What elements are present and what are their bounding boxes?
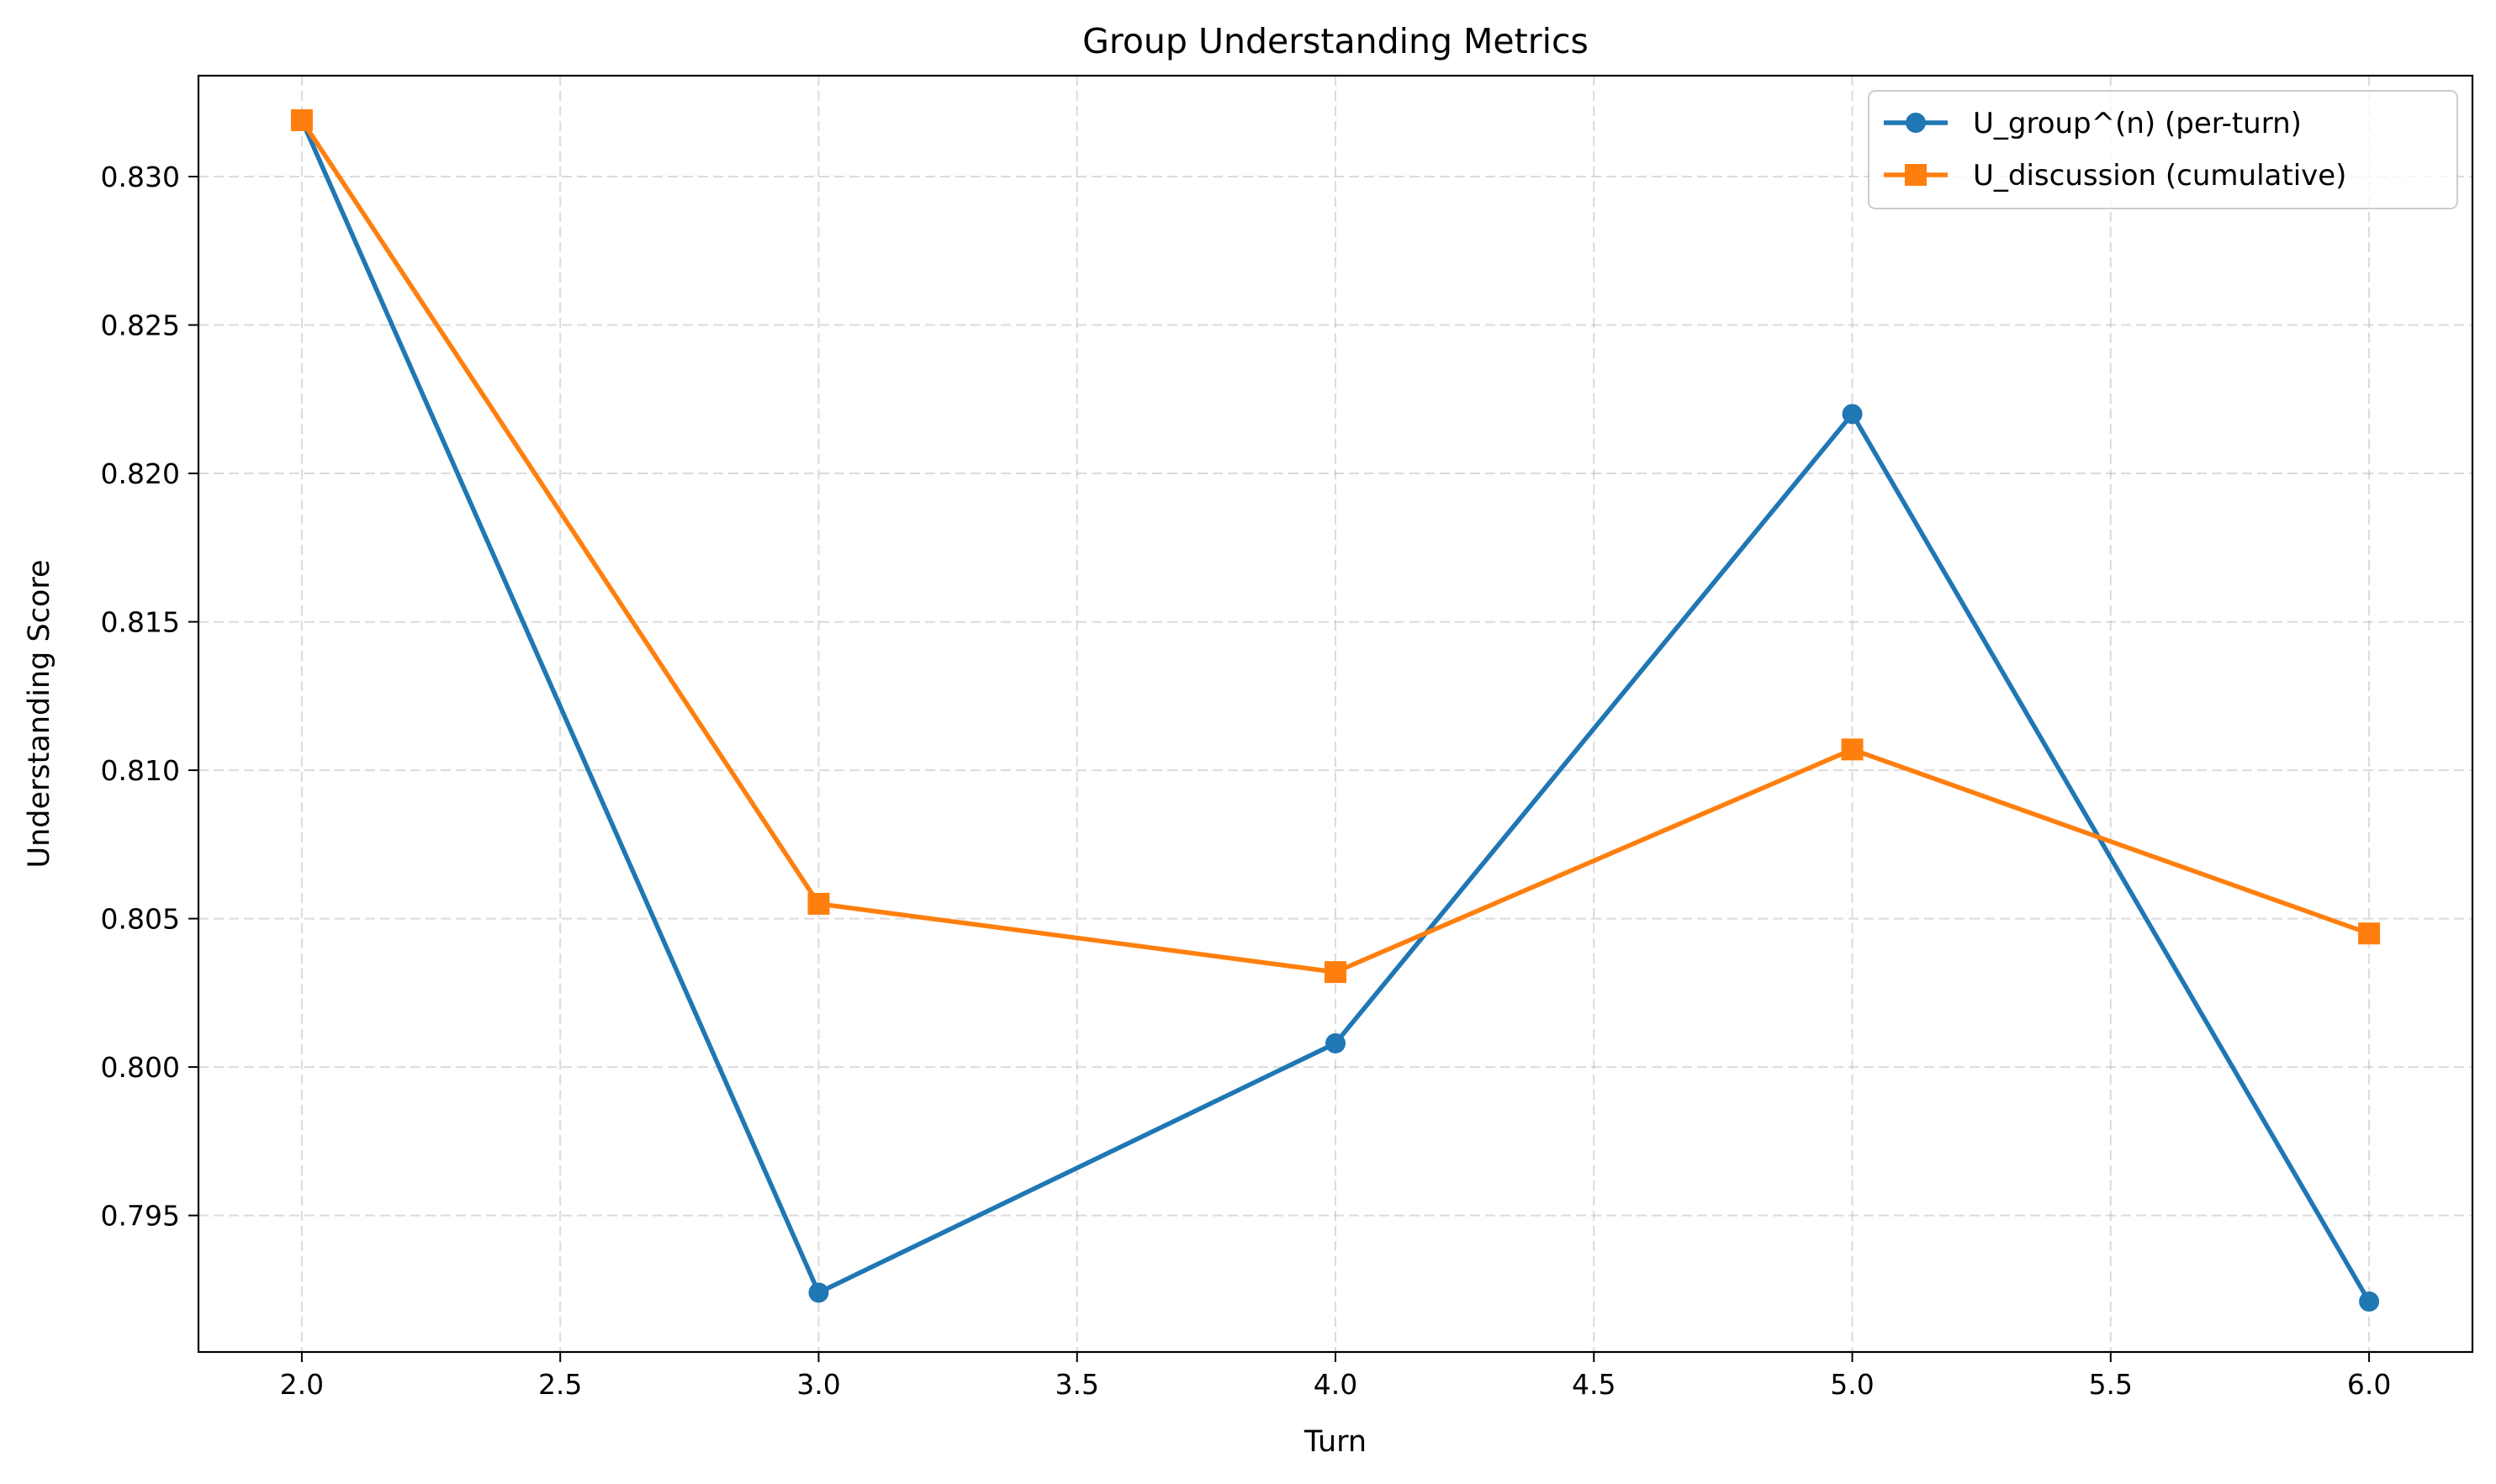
data-point [2359, 1291, 2380, 1312]
data-point [808, 1282, 829, 1303]
x-tick-label: 2.5 [538, 1368, 582, 1401]
y-tick-label: 0.820 [101, 457, 180, 490]
x-tick-label: 5.0 [1830, 1368, 1874, 1401]
y-tick-label: 0.800 [101, 1051, 180, 1084]
legend: U_group^(n) (per-turn) U_discussion (cumu… [1868, 90, 2458, 209]
x-tick-label: 6.0 [2347, 1368, 2391, 1401]
chart-title: Group Understanding Metrics [1082, 21, 1589, 61]
plot-background [198, 76, 2472, 1352]
y-tick-label: 0.830 [101, 161, 180, 193]
x-tick-label: 4.5 [1572, 1368, 1616, 1401]
data-point [2358, 922, 2381, 945]
x-tick-label: 5.5 [2089, 1368, 2133, 1401]
data-point [290, 108, 313, 131]
legend-frame [1868, 90, 2458, 209]
x-axis-label: Turn [1304, 1425, 1367, 1459]
x-tick-label: 4.0 [1314, 1368, 1357, 1401]
y-tick-label: 0.805 [101, 903, 180, 936]
data-point [807, 892, 830, 915]
y-tick-label: 0.810 [101, 754, 180, 787]
legend-swatch-marker [1906, 113, 1926, 133]
y-tick-label: 0.825 [101, 309, 180, 342]
plot-frame [197, 74, 2474, 1354]
x-tick-label: 3.5 [1055, 1368, 1098, 1401]
data-series [290, 108, 2381, 1312]
legend-label: U_group^(n) (per-turn) [1973, 107, 2302, 140]
data-point [1325, 961, 1346, 984]
x-tick-label: 3.0 [796, 1368, 840, 1401]
data-point [1842, 404, 1863, 425]
data-point [1841, 738, 1864, 761]
data-point [1325, 1032, 1346, 1054]
series-2 [290, 108, 2381, 984]
axis-ticks: 2.0 2.5 3.0 3.5 4.0 4.5 5.0 5.5 6.0 0.795 0.800 0.8… [101, 161, 2392, 1401]
y-axis-label: Understanding Score [23, 559, 56, 868]
x-tick-label: 2.0 [280, 1368, 324, 1401]
y-tick-label: 0.795 [101, 1200, 180, 1233]
y-tick-label: 0.815 [101, 606, 180, 639]
legend-swatch-marker [1905, 164, 1927, 186]
legend-label: U_discussion (cumulative) [1973, 159, 2346, 193]
